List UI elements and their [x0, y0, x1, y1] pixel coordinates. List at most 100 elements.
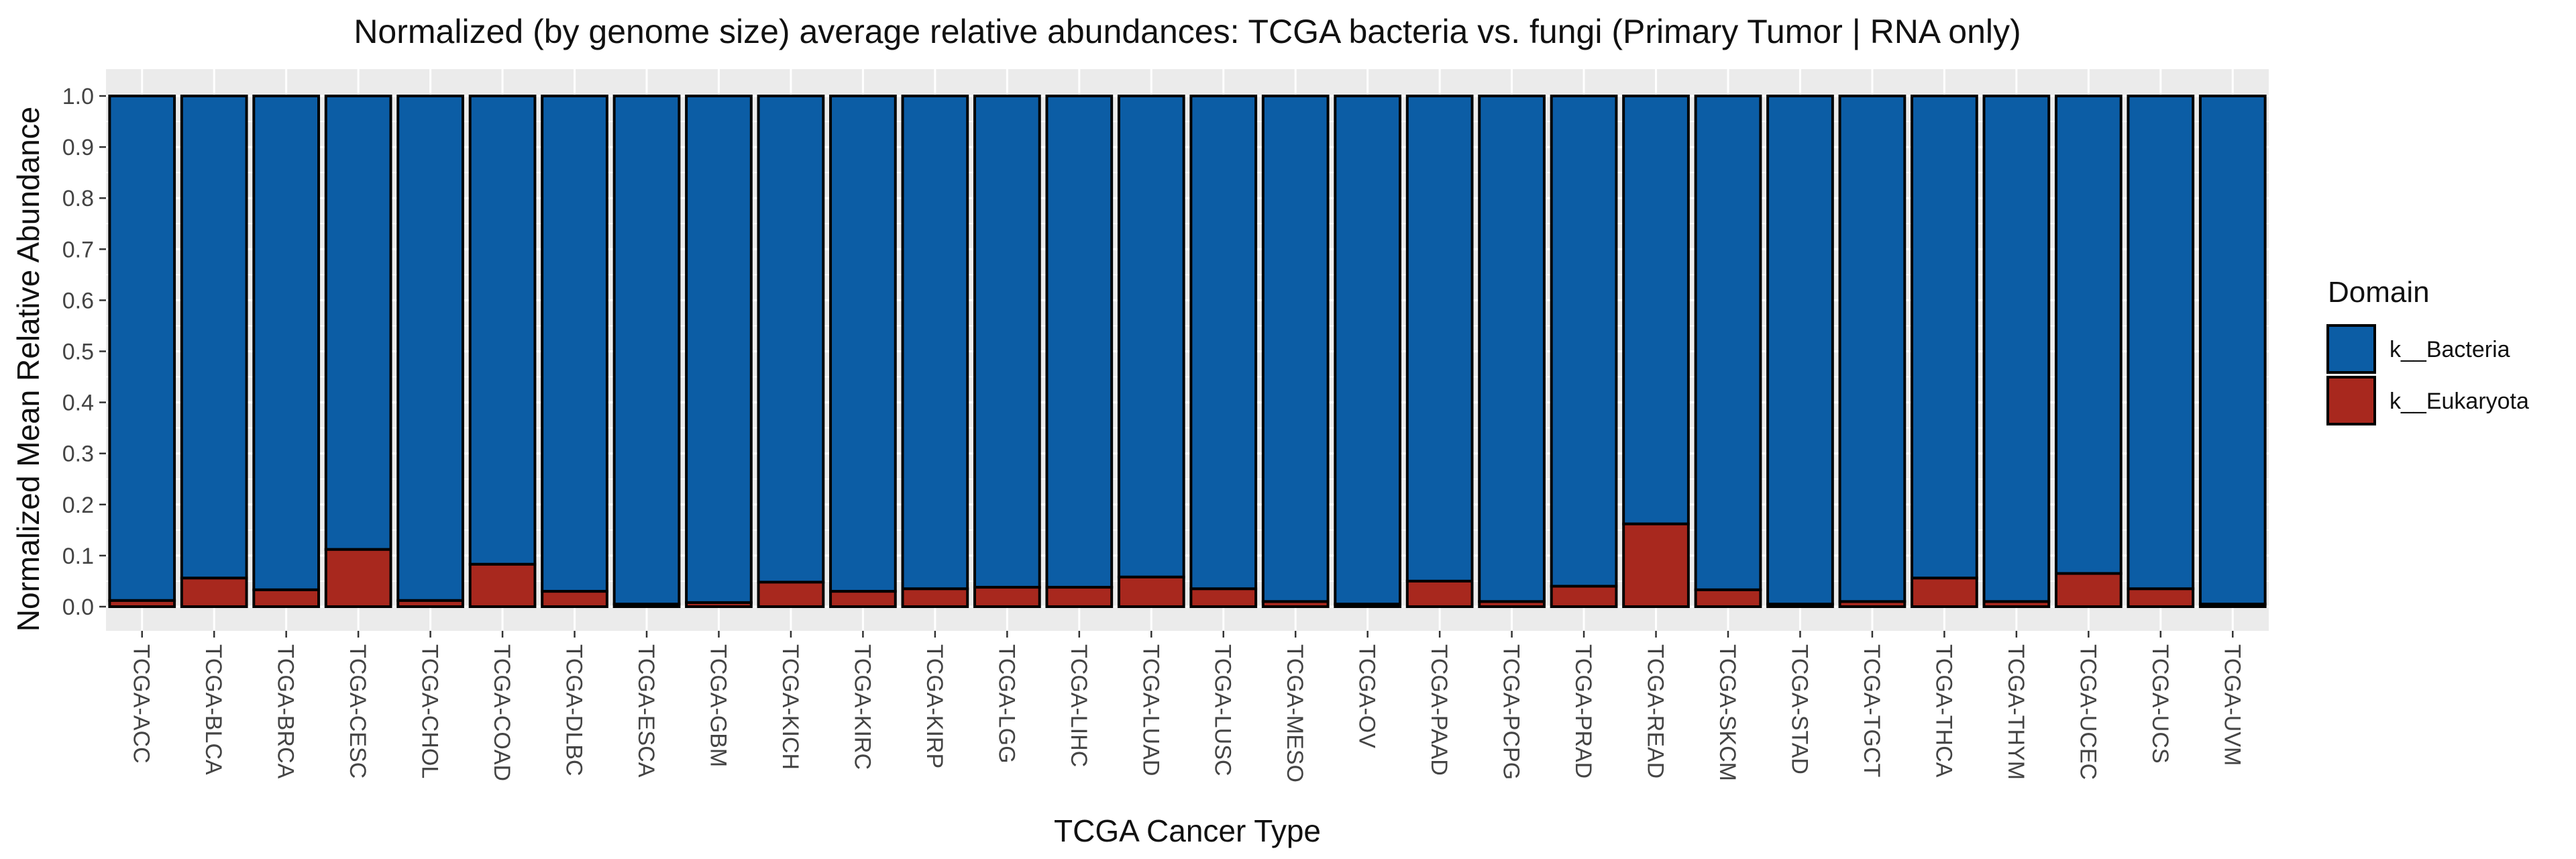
bar-bacteria — [541, 95, 608, 593]
x-tick-label: TCGA-CHOL — [417, 644, 443, 778]
x-tick-label: TCGA-LIHC — [1066, 644, 1091, 767]
bar-eukaryota — [1334, 603, 1402, 609]
y-tick-label: 0.0 — [62, 595, 94, 620]
bar-bacteria — [2054, 95, 2123, 575]
bar-eukaryota — [1189, 587, 1258, 608]
bar-eukaryota — [901, 587, 969, 608]
x-tick-label: TCGA-ESCA — [633, 644, 659, 778]
y-tick-label: 0.8 — [62, 186, 94, 211]
bar-eukaryota — [2198, 603, 2267, 609]
plot-panel — [106, 69, 2269, 631]
y-tick-label: 0.6 — [62, 288, 94, 313]
bar-bacteria — [2198, 95, 2267, 606]
y-axis-title: Normalized Mean Relative Abundance — [11, 107, 46, 631]
bar-bacteria — [396, 95, 464, 602]
bar-eukaryota — [1405, 579, 1474, 609]
bar-bacteria — [829, 95, 897, 593]
y-axis: 0.0 0.1 0.2 0.3 0.4 0.5 0.6 0.7 0.8 0.9 1.0 — [62, 84, 106, 620]
bar-eukaryota — [252, 588, 321, 609]
bar-bacteria — [1911, 95, 1978, 580]
bar-bacteria — [468, 95, 537, 566]
bar-eukaryota — [757, 580, 825, 608]
bar-eukaryota — [1766, 603, 1834, 609]
bar-bacteria — [324, 95, 392, 551]
y-tick-label: 0.4 — [62, 391, 94, 416]
x-axis-title: TCGA Cancer Type — [1054, 813, 1321, 848]
x-tick-label: TCGA-COAD — [489, 644, 515, 781]
x-tick-label: TCGA-UCS — [2147, 644, 2173, 764]
x-tick-label: TCGA-KIRC — [849, 644, 875, 770]
x-tick-label: TCGA-MESO — [1282, 644, 1307, 782]
x-tick-label: TCGA-KICH — [777, 644, 803, 770]
bar-bacteria — [1622, 95, 1690, 525]
bar-eukaryota — [2127, 587, 2195, 608]
bar-eukaryota — [612, 603, 681, 609]
y-tick-label: 0.5 — [62, 340, 94, 365]
x-tick-label: TCGA-READ — [1643, 644, 1668, 778]
bar-bacteria — [108, 95, 176, 602]
x-tick-label: TCGA-BRCA — [273, 644, 299, 779]
y-tick-label: 1.0 — [62, 84, 94, 109]
bar-eukaryota — [541, 590, 608, 608]
x-axis: TCGA-ACC TCGA-BLCA TCGA-BRCA TCGA-CESC TCGA-… — [129, 631, 2245, 782]
x-tick-label: TCGA-GBM — [705, 644, 731, 767]
bar-eukaryota — [1261, 600, 1330, 609]
chart-title: Normalized (by genome size) average rela… — [354, 13, 2021, 50]
legend-key — [2326, 324, 2376, 374]
bar-eukaryota — [468, 562, 537, 608]
bar-eukaryota — [324, 548, 392, 609]
bar-eukaryota — [180, 576, 248, 608]
x-tick-label: TCGA-TGCT — [1859, 644, 1884, 777]
bar-bacteria — [1189, 95, 1258, 591]
bar-bacteria — [180, 95, 248, 580]
y-tick-label: 0.3 — [62, 442, 94, 467]
x-tick-label: TCGA-ACC — [129, 644, 154, 764]
x-tick-label: TCGA-STAD — [1786, 644, 1812, 774]
bar-eukaryota — [1117, 575, 1185, 608]
bar-bacteria — [1838, 95, 1907, 603]
x-tick-label: TCGA-UCEC — [2075, 644, 2100, 780]
bars — [108, 95, 2267, 609]
bar-bacteria — [1550, 95, 1618, 588]
legend-label: k__Eukaryota — [2390, 389, 2529, 414]
bar-bacteria — [1117, 95, 1185, 578]
x-tick-label: TCGA-PRAD — [1570, 644, 1596, 778]
y-tick-label: 0.9 — [62, 135, 94, 160]
bar-bacteria — [1694, 95, 1762, 591]
legend-key — [2326, 376, 2376, 425]
bar-eukaryota — [973, 586, 1041, 608]
bar-bacteria — [1982, 95, 2051, 603]
bar-bacteria — [252, 95, 321, 591]
x-tick-label: TCGA-DLBC — [561, 644, 587, 776]
bar-eukaryota — [829, 590, 897, 608]
x-tick-label: TCGA-THYM — [2003, 644, 2029, 780]
bar-eukaryota — [396, 599, 464, 608]
bar-eukaryota — [1045, 586, 1114, 608]
y-tick-label: 0.2 — [62, 493, 94, 518]
bar-eukaryota — [1694, 588, 1762, 609]
bar-eukaryota — [2054, 572, 2123, 608]
legend-label: k__Bacteria — [2390, 337, 2510, 362]
x-tick-label: TCGA-PCPG — [1499, 644, 1524, 780]
panel-background — [106, 69, 2269, 631]
x-tick-label: TCGA-BLCA — [201, 644, 226, 775]
bar-bacteria — [612, 95, 681, 606]
y-tick-label: 0.1 — [62, 544, 94, 569]
y-tick-label: 0.7 — [62, 237, 94, 262]
bar-eukaryota — [1550, 585, 1618, 608]
bar-eukaryota — [108, 599, 176, 608]
bar-bacteria — [1766, 95, 1834, 606]
x-tick-label: TCGA-LUAD — [1138, 644, 1163, 776]
bar-bacteria — [1405, 95, 1474, 583]
legend-title: Domain — [2328, 276, 2430, 309]
bar-bacteria — [685, 95, 753, 604]
bar-bacteria — [2127, 95, 2195, 591]
x-tick-label: TCGA-UVM — [2219, 644, 2245, 766]
bar-bacteria — [901, 95, 969, 591]
x-tick-label: TCGA-THCA — [1931, 644, 1956, 778]
bar-eukaryota — [685, 601, 753, 608]
bar-eukaryota — [1911, 576, 1978, 608]
bar-bacteria — [757, 95, 825, 584]
bar-eukaryota — [1622, 522, 1690, 609]
bar-bacteria — [1261, 95, 1330, 603]
